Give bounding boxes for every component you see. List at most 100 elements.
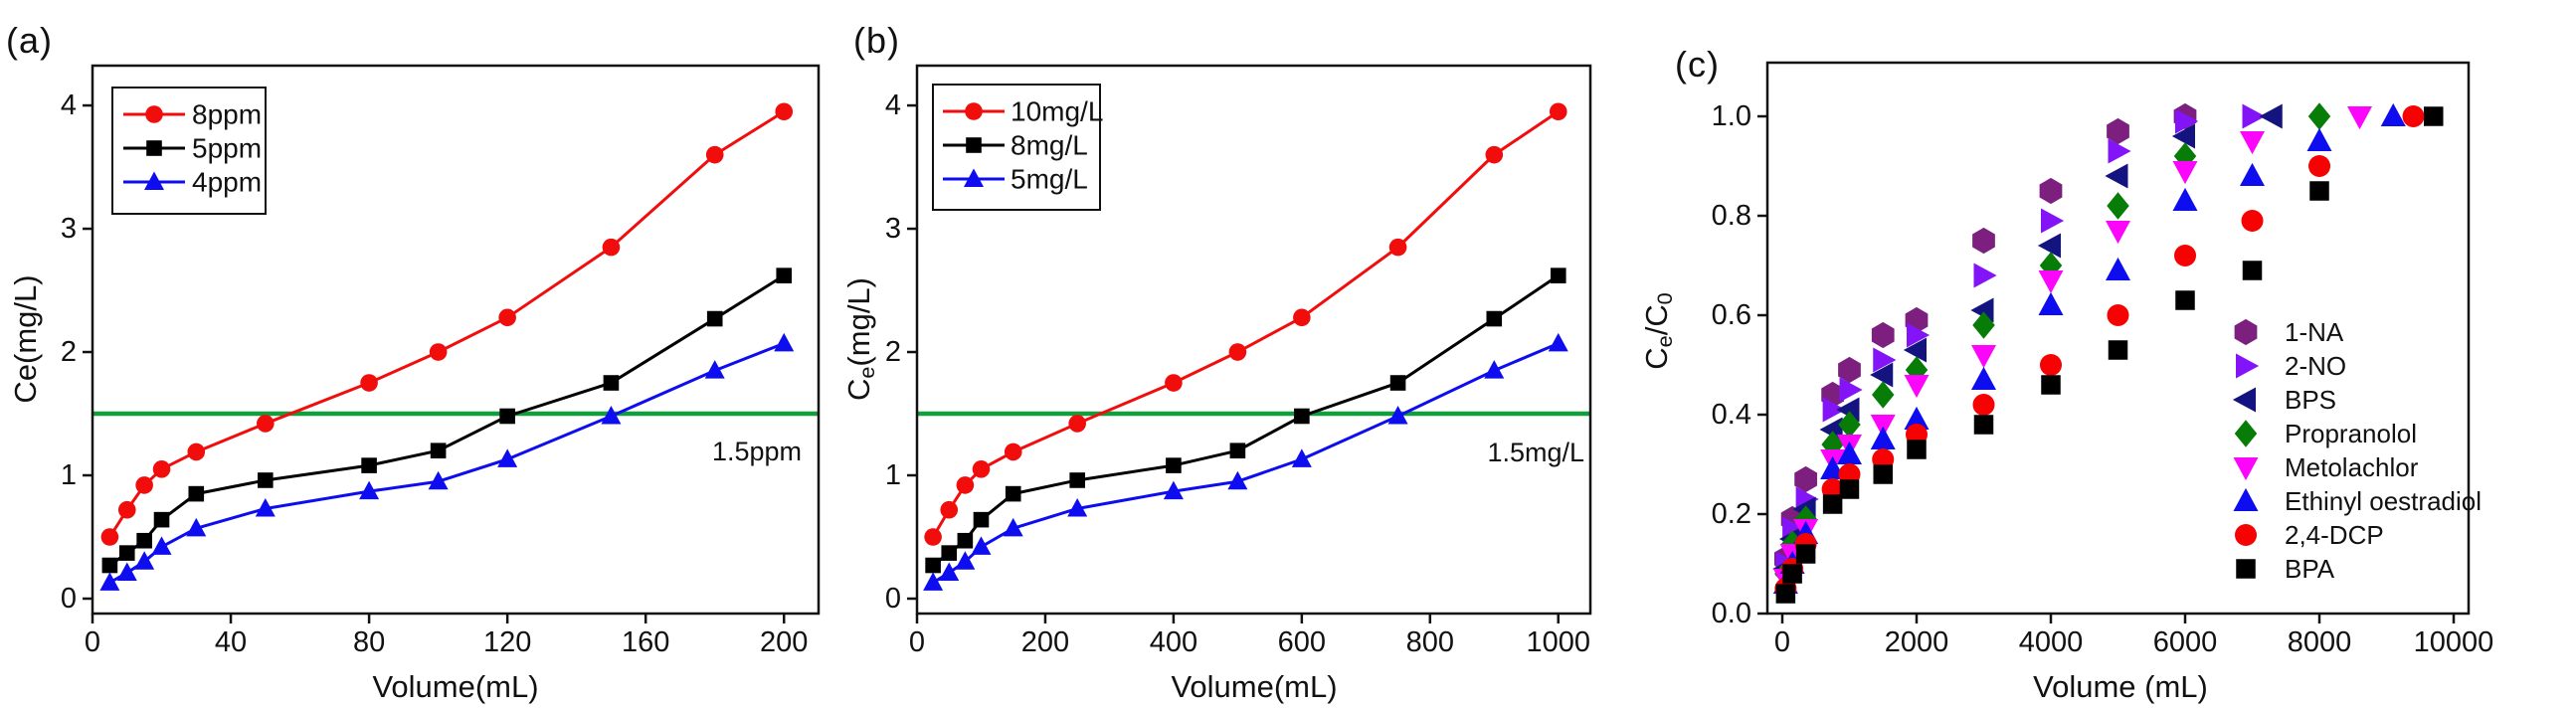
data-point-marker-square	[1775, 584, 1796, 604]
legend-label: Metolachlor	[2285, 452, 2419, 482]
legend-label: BPS	[2285, 385, 2336, 415]
data-point-marker-triangle-right	[2040, 208, 2065, 234]
data-point-marker-triangle-left	[1819, 417, 1843, 443]
legend-label: 8mg/L	[1011, 130, 1088, 161]
legend-label: Ethinyl oestradiol	[2285, 486, 2482, 516]
x-tick-label: 4000	[2019, 626, 2084, 658]
data-point-marker-triangle-up	[359, 480, 380, 500]
data-point-marker-triangle-up	[99, 572, 120, 591]
data-point-marker-hexagon	[1794, 465, 1817, 493]
data-point-marker-triangle-up	[1870, 426, 1896, 449]
legend-label: 2,4-DCP	[2285, 520, 2384, 550]
data-point-marker-circle	[360, 374, 378, 392]
y-tick-label: 0.6	[1712, 299, 1751, 331]
data-point-marker-square	[966, 137, 982, 153]
series-line	[108, 341, 785, 585]
y-axis-title: Ce/C0	[1639, 292, 1677, 370]
data-point-marker-triangle-up	[2380, 102, 2406, 126]
y-tick-label: 0.0	[1712, 598, 1751, 629]
panel-c: 0 2000 4000 6000 8000 10000 0.0 0.2 0.4 0.6 0.8 1.0…	[1639, 61, 2493, 704]
legend-label: 5ppm	[192, 133, 262, 164]
data-point-marker-square	[118, 545, 135, 561]
x-tick-label: 0	[85, 626, 100, 658]
data-point-marker-triangle-right	[1973, 263, 1997, 288]
x-axis-title: Volume(mL)	[372, 669, 538, 704]
data-point-marker-triangle-down	[2106, 221, 2130, 245]
data-point-marker-circle	[1293, 308, 1311, 327]
data-point-marker-square	[973, 511, 990, 528]
data-point-marker-triangle-down	[2233, 457, 2259, 481]
panel-b: 1.5mg/L 0 200 400 600 800 1000 0 1 2 3 4 Volume(mL) C…	[841, 64, 1592, 704]
data-point-marker-circle	[2039, 354, 2062, 376]
data-point-marker-triangle-left	[2259, 103, 2283, 129]
legend-item-Ethinyl oestradiol: Ethinyl oestradiol	[2233, 486, 2482, 516]
data-point-marker-circle	[775, 102, 794, 121]
data-point-marker-hexagon	[1871, 321, 1895, 349]
data-point-marker-triangle-up	[2106, 257, 2130, 280]
data-point-marker-triangle-up	[2240, 162, 2266, 186]
legend-item-2,4-DCP: 2,4-DCP	[2235, 520, 2384, 550]
x-tick-label: 8000	[2288, 626, 2352, 658]
data-point-marker-triangle-up	[144, 171, 164, 190]
data-point-marker-circle	[1549, 102, 1567, 121]
data-point-marker-square	[1005, 485, 1021, 502]
data-point-marker-circle	[1485, 145, 1504, 164]
data-point-marker-triangle-up	[1904, 406, 1930, 430]
data-point-marker-triangle-right	[2242, 103, 2266, 129]
data-point-marker-square	[136, 532, 152, 549]
data-point-marker-triangle-left	[1870, 362, 1894, 388]
x-tick-label: 0	[909, 626, 925, 658]
data-point-marker-square	[499, 408, 515, 425]
legend-label: Propranolol	[2285, 419, 2417, 448]
legend-item-BPA: BPA	[2236, 554, 2335, 584]
data-point-marker-triangle-right	[1873, 347, 1897, 373]
data-point-marker-circle	[2308, 155, 2331, 177]
legend-item-2-NO: 2-NO	[2236, 351, 2346, 381]
y-tick-label: 0.4	[1712, 399, 1751, 431]
plot-box	[915, 64, 1592, 616]
data-point-marker-circle	[117, 500, 136, 519]
series-5ppm	[101, 267, 793, 574]
x-tick-label: 6000	[2153, 626, 2218, 658]
y-tick-label: 4	[61, 89, 77, 121]
plot-box	[1765, 61, 2471, 616]
data-point-marker-triangle-left	[1836, 397, 1860, 423]
data-point-marker-circle	[2174, 245, 2197, 266]
y-tick-label: 4	[885, 89, 901, 121]
y-tick-label: 1	[61, 459, 77, 491]
y-tick-label: 2	[885, 336, 901, 368]
data-point-marker-triangle-up	[428, 470, 449, 490]
data-point-marker-triangle-up	[704, 360, 725, 379]
data-point-marker-triangle-right	[1906, 322, 1931, 348]
data-point-marker-square	[1907, 440, 1927, 459]
data-point-marker-triangle-up	[1003, 517, 1023, 537]
y-tick-label: 2	[61, 336, 77, 368]
legend-item-Propranolol: Propranolol	[2234, 419, 2417, 448]
data-point-marker-square	[1069, 472, 1085, 488]
legend-item-1-NA: 1-NA	[2234, 317, 2344, 347]
data-point-marker-square	[776, 267, 793, 283]
x-tick-label: 400	[1150, 626, 1197, 658]
data-point-marker-diamond	[1871, 381, 1895, 409]
data-point-marker-square	[1973, 415, 1994, 435]
legend-item-8ppm: 8ppm	[123, 99, 262, 130]
data-point-marker-circle	[965, 102, 983, 120]
legend-item-10mg/L: 10mg/L	[943, 96, 1103, 127]
data-point-marker-square	[1795, 544, 1816, 564]
data-point-marker-hexagon	[2234, 318, 2258, 346]
data-point-marker-triangle-up	[1163, 480, 1184, 500]
panel-label-b: (b)	[853, 20, 900, 61]
data-point-marker-triangle-down	[1904, 375, 1930, 399]
y-tick-label: 0.2	[1712, 498, 1751, 530]
data-point-marker-square	[2041, 375, 2061, 395]
data-point-marker-triangle-left	[1903, 337, 1927, 363]
data-point-marker-circle	[145, 105, 163, 123]
legend-c: 1-NA 2-NO BPS Propranolol Metolachlor Ethinyl…	[2232, 317, 2482, 584]
data-point-marker-square	[925, 557, 941, 574]
data-point-marker-triangle-down	[2240, 131, 2266, 155]
data-point-marker-square	[2236, 559, 2256, 579]
x-tick-label: 200	[760, 626, 808, 658]
